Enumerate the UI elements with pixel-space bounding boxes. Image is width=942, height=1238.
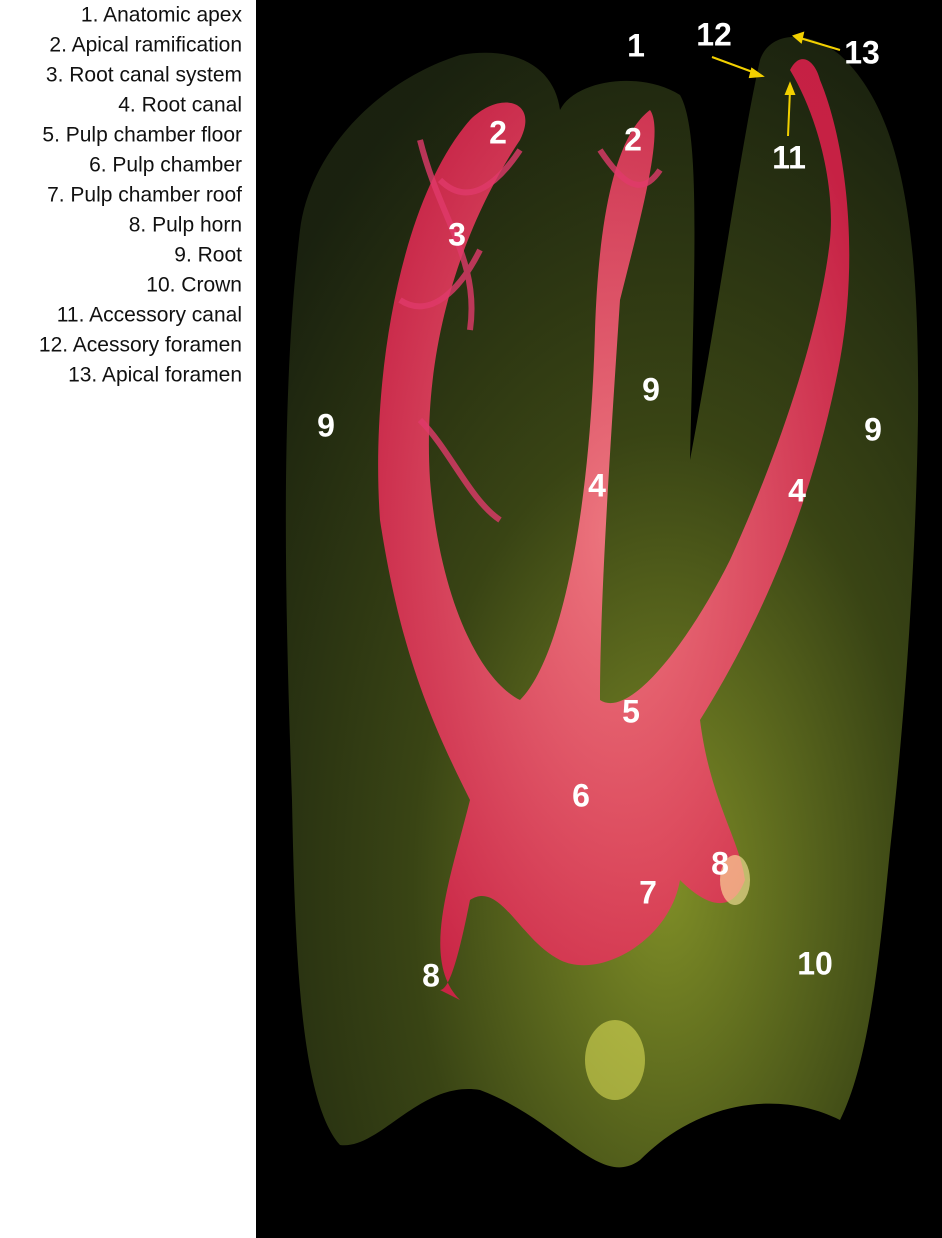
image-label: 1 <box>627 27 645 63</box>
image-label: 9 <box>317 407 335 443</box>
image-label: 11 <box>772 139 806 175</box>
image-label: 2 <box>624 121 642 157</box>
legend-item: 5. Pulp chamber floor <box>42 124 242 147</box>
image-label: 8 <box>711 845 729 881</box>
legend-item: 4. Root canal <box>118 94 242 117</box>
image-label: 2 <box>489 114 507 150</box>
legend-item: 7. Pulp chamber roof <box>47 184 242 207</box>
image-label: 9 <box>642 371 660 407</box>
image-label: 4 <box>788 472 806 508</box>
legend-item: 8. Pulp horn <box>129 214 242 237</box>
image-label: 9 <box>864 411 882 447</box>
legend-item: 11. Accessory canal <box>57 304 242 327</box>
pointer-arrows <box>711 31 841 137</box>
image-label: 5 <box>622 693 640 729</box>
legend-item: 12. Acessory foramen <box>39 334 242 357</box>
image-label: 10 <box>797 945 833 981</box>
legend-item: 6. Pulp chamber <box>89 154 242 177</box>
image-label: 8 <box>422 957 440 993</box>
image-label: 3 <box>448 216 466 252</box>
legend-item: 10. Crown <box>146 274 242 297</box>
legend-item: 1. Anatomic apex <box>81 4 243 27</box>
legend-item: 2. Apical ramification <box>49 34 242 57</box>
legend-item: 3. Root canal system <box>46 64 242 87</box>
legend-item: 9. Root <box>174 244 242 267</box>
tooth-photo <box>285 36 919 1168</box>
image-label: 4 <box>588 467 606 503</box>
image-label: 13 <box>844 34 880 70</box>
legend-item: 13. Apical foramen <box>68 364 242 387</box>
image-label: 6 <box>572 777 590 813</box>
image-label: 7 <box>639 874 657 910</box>
image-label: 12 <box>696 16 732 52</box>
